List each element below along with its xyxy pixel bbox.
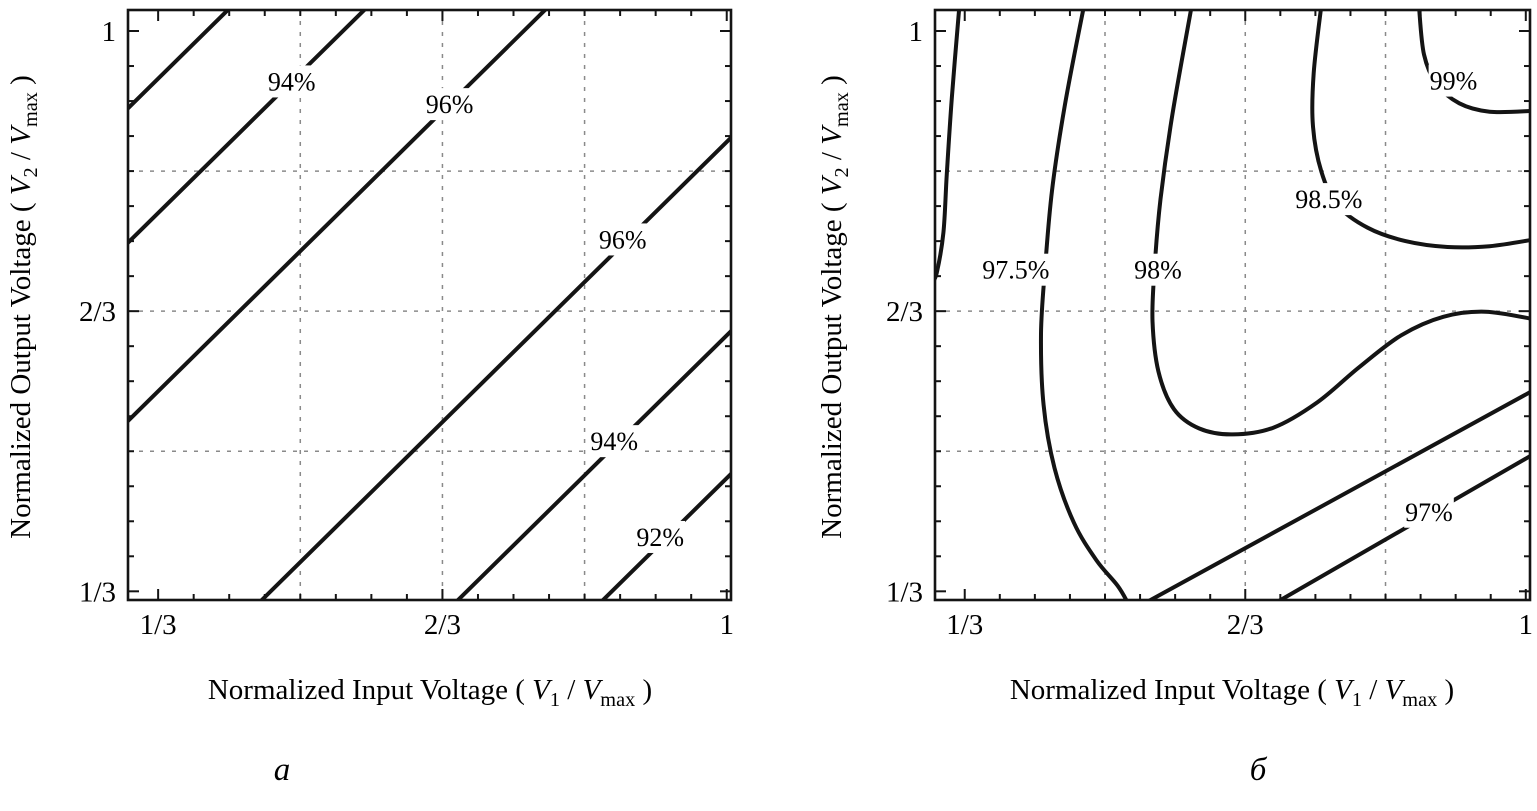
contour-label-gap [266,65,317,98]
y-axis-var2: V [816,127,848,145]
panel-caption-b: б [1249,752,1267,788]
x-tick-label: 2/3 [424,609,461,641]
y-axis-var1: V [816,177,848,196]
y-axis-suffix: ) [5,75,37,93]
y-axis-sub2: max [19,92,42,128]
panel-caption-a: а [273,752,291,788]
x-tick-label: 1 [1519,609,1534,641]
y-tick-label: 2/3 [79,296,116,328]
contour-label: 94% [268,67,316,96]
y-axis-sep: / [816,144,848,168]
contour-label: 96% [599,225,647,254]
contour-line-92 [128,10,231,112]
x-axis-var1: V [532,674,550,706]
x-axis-title-text: Normalized Input Voltage ( [1009,674,1335,706]
x-tick-label: 2/3 [1227,609,1264,641]
y-axis-title-b: Normalized Output Voltage ( V2 / Vmax ) [816,0,854,617]
contour-label-gap [977,253,1054,286]
contour-line-98 [1150,10,1530,437]
contour-label-gap [597,223,648,256]
x-axis-var1: V [1334,674,1352,706]
y-axis-suffix: ) [816,75,848,93]
x-axis-sep: / [560,674,583,706]
contour-line-94 [455,328,731,600]
x-axis-sep: / [1362,674,1385,706]
contour-label-gap [1428,64,1479,97]
contour-label: 98.5% [1295,185,1362,214]
y-tick-label: 1 [102,16,117,48]
x-axis-sub2: max [1402,688,1438,711]
plot-frame [933,8,1532,602]
y-axis-var1: V [5,177,37,196]
y-axis-title-text: Normalized Output Voltage ( [816,195,848,539]
contour-line-97-5 [1038,10,1129,600]
x-axis-sub2: max [600,688,636,711]
contour-label-gap [589,425,639,458]
contour-line-97-5 [1146,389,1530,600]
x-axis-suffix: ) [635,674,653,706]
contour-line-97 [935,10,962,283]
contour-label-gap [635,520,686,553]
y-axis-sub1: 2 [19,167,42,178]
contour-label-gap [1404,495,1454,528]
y-axis-var2: V [5,127,37,145]
x-axis-sub1: 1 [1351,688,1363,711]
y-axis-sub2: max [830,92,853,128]
contour-line-97 [1276,453,1530,600]
contour-label: 94% [590,427,638,456]
x-axis-title-a: Normalized Input Voltage ( V1 / Vmax ) [130,674,730,712]
y-tick-label: 1/3 [886,576,923,608]
y-tick-label: 2/3 [886,296,923,328]
y-axis-sub1: 2 [830,167,853,178]
x-axis-sub1: 1 [549,688,561,711]
x-tick-label: 1/3 [140,609,177,641]
x-axis-var2: V [1384,674,1403,706]
contour-label: 96% [426,90,474,119]
x-axis-var2: V [582,674,601,706]
contour-line-94 [128,10,368,246]
y-axis-title-text: Normalized Output Voltage ( [5,195,37,539]
x-tick-label: 1 [719,609,734,641]
x-axis-title-text: Normalized Input Voltage ( [207,674,533,706]
contour-label: 92% [636,523,684,552]
plot-frame [126,8,733,602]
y-axis-title-a: Normalized Output Voltage ( V2 / Vmax ) [5,0,43,617]
contour-label-gap [1133,253,1183,286]
y-axis-sep: / [5,144,37,168]
x-axis-suffix: ) [1437,674,1455,706]
contour-label: 98% [1134,256,1182,285]
contour-label: 99% [1430,67,1478,96]
contour-plot-b: 97.5% 98% 98.5% 99% 97% 1/3 2/3 1 1/3 2/3 1 [886,8,1534,641]
contour-label-gap [1290,183,1367,216]
y-tick-label: 1/3 [79,576,116,608]
contour-label: 97.5% [982,256,1049,285]
contour-line-98-5 [1310,10,1530,250]
y-tick-label: 1 [909,16,924,48]
contour-label-gap [424,88,475,121]
x-tick-label: 1/3 [946,609,983,641]
contour-label: 97% [1405,498,1453,527]
contour-line-96 [128,10,548,424]
contour-line-96 [259,134,731,600]
contour-plot-a: 94% 96% 96% 94% 92% 1/3 2/3 1 1/3 2/3 1 [79,8,734,641]
x-axis-title-b: Normalized Input Voltage ( V1 / Vmax ) [932,674,1532,712]
